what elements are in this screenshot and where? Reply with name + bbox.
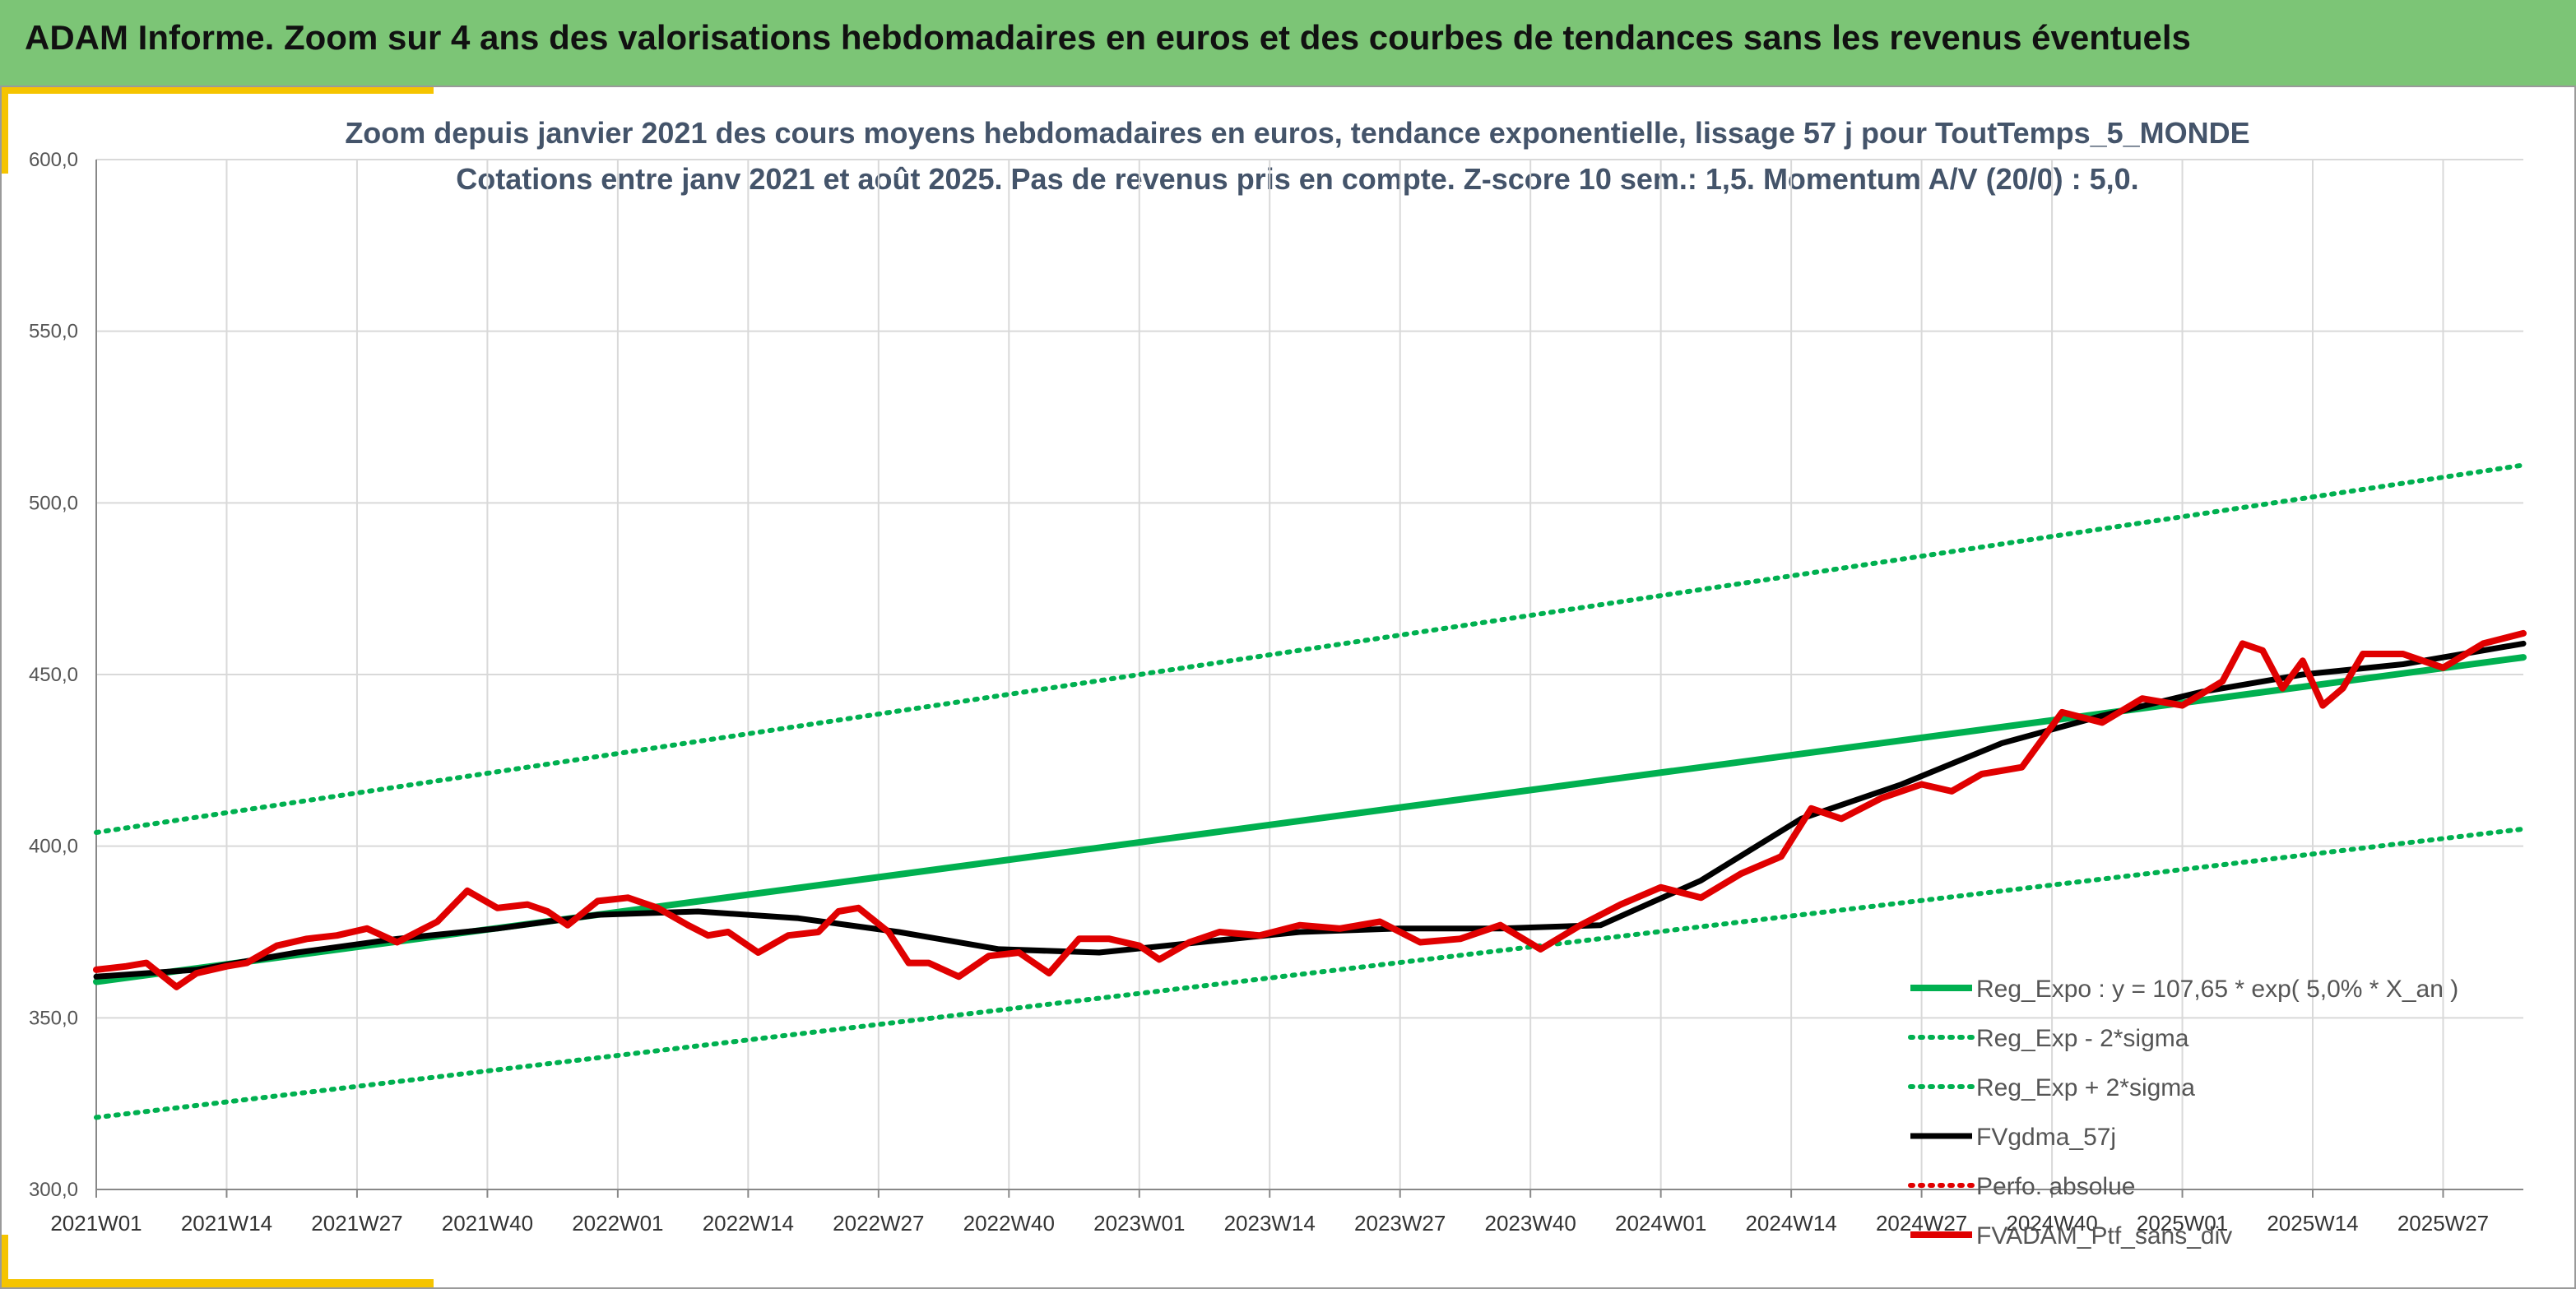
series-line-fvadam-ptf-sans-div [93, 629, 2527, 990]
chart-panel: Zoom depuis janvier 2021 des cours moyen… [0, 86, 2576, 1289]
yellow-accent-bottom-left [2, 1279, 434, 1287]
x-tick-label: 2022W14 [703, 1211, 794, 1236]
chart: Zoom depuis janvier 2021 des cours moyen… [29, 116, 2527, 1250]
y-tick-label: 600,0 [29, 149, 78, 171]
x-tick-label: 2022W27 [833, 1211, 924, 1236]
series-line-reg-exp-2-sigma [94, 826, 2526, 1120]
x-tick-label: 2024W40 [2006, 1211, 2097, 1236]
x-tick-label: 2021W27 [311, 1211, 402, 1236]
legend-label-perfo-absolue: Perfo. absolue [1976, 1173, 2135, 1200]
x-tick-label: 2025W01 [2137, 1211, 2228, 1236]
series-line-reg-exp-2-sigma [94, 462, 2526, 835]
series-lines [93, 462, 2527, 1120]
x-tick-label: 2022W01 [572, 1211, 663, 1236]
legend-label-reg-exp-2-sigma: Reg_Exp - 2*sigma [1976, 1025, 2189, 1052]
page-title: ADAM Informe. Zoom sur 4 ans des valoris… [25, 18, 2191, 57]
header-bar: ADAM Informe. Zoom sur 4 ans des valoris… [0, 0, 2576, 86]
x-tick-label: 2022W40 [963, 1211, 1055, 1236]
yellow-accent-left-bottom [2, 1235, 8, 1287]
legend-label-reg-expo-y-107-65-exp-5-0-x-an: Reg_Expo : y = 107,65 * exp( 5,0% * X_an… [1976, 976, 2458, 1003]
legend-label-fvgdma-57j: FVgdma_57j [1976, 1124, 2116, 1151]
x-tick-label: 2025W27 [2397, 1211, 2489, 1236]
y-tick-label: 300,0 [29, 1179, 78, 1201]
y-tick-label: 450,0 [29, 664, 78, 686]
x-tick-label: 2023W40 [1485, 1211, 1576, 1236]
yellow-accent-top-left [2, 87, 434, 94]
x-tick-label: 2025W14 [2267, 1211, 2358, 1236]
x-tick-label: 2023W01 [1093, 1211, 1185, 1236]
y-tick-label: 350,0 [29, 1007, 78, 1029]
yellow-accent-left [2, 87, 8, 174]
x-tick-label: 2023W14 [1224, 1211, 1316, 1236]
y-tick-label: 550,0 [29, 321, 78, 343]
legend-label-fvadam-ptf-sans-div: FVADAM_Ptf_sans_div [1976, 1222, 2232, 1250]
axes: 300,0 350,0 400,0 450,0 500,0 550,0 600,0 2021W… [29, 149, 2523, 1236]
x-tick-label: 2021W01 [50, 1211, 142, 1236]
y-tick-label: 500,0 [29, 492, 78, 514]
legend: Reg_Expo : y = 107,65 * exp( 5,0% * X_an… [1908, 976, 2458, 1250]
x-tick-label: 2021W14 [181, 1211, 272, 1236]
chart-title: Zoom depuis janvier 2021 des cours moyen… [345, 116, 2249, 150]
y-tick-label: 400,0 [29, 836, 78, 858]
x-tick-label: 2023W27 [1354, 1211, 1446, 1236]
x-tick-label: 2024W14 [1745, 1211, 1836, 1236]
x-tick-label: 2021W40 [442, 1211, 533, 1236]
x-tick-label: 2024W01 [1615, 1211, 1706, 1236]
chart-subtitle: Cotations entre janv 2021 et août 2025. … [456, 162, 2138, 196]
series-line-fvgdma-57j [93, 640, 2527, 980]
legend-label-reg-exp-2-sigma: Reg_Exp + 2*sigma [1976, 1074, 2195, 1101]
gridlines [95, 159, 2523, 1190]
